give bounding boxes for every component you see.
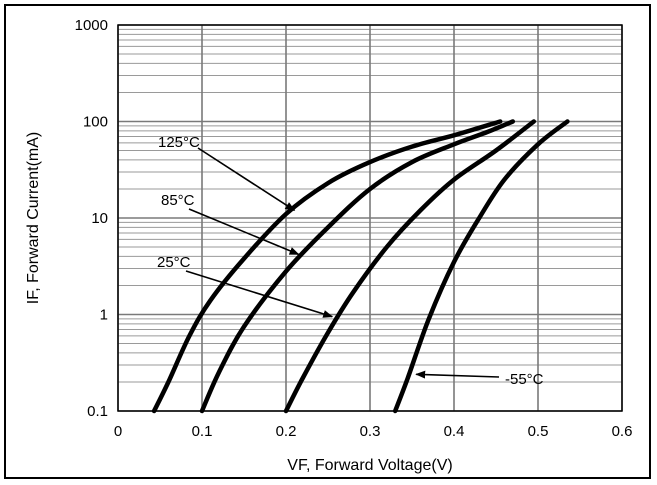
annotation-label: 25°C <box>157 254 191 271</box>
series-layer <box>151 119 570 414</box>
y-axis-ticks: 0.1 1 10 100 1000 <box>75 17 108 420</box>
plot-area-border <box>117 24 623 412</box>
annotation-arrow <box>188 208 300 256</box>
series-line-2 <box>283 119 537 414</box>
y-tick-label: 0.1 <box>87 403 108 420</box>
annotation-arrow <box>185 270 334 318</box>
annotation-label: 125°C <box>158 134 200 151</box>
y-tick-label: 1000 <box>75 17 108 34</box>
annotation-label: -55°C <box>505 371 544 388</box>
y-tick-label: 10 <box>91 210 108 227</box>
x-tick-label: 0.5 <box>528 423 549 440</box>
x-tick-label: 0.6 <box>612 423 633 440</box>
x-axis-title: VF, Forward Voltage(V) <box>287 457 452 474</box>
x-tick-label: 0.3 <box>360 423 381 440</box>
series-line-1 <box>199 119 516 414</box>
y-tick-label: 100 <box>83 114 108 131</box>
annotation-arrow <box>415 370 500 379</box>
series-line-3 <box>392 119 570 414</box>
x-tick-label: 0.4 <box>444 423 465 440</box>
x-axis-ticks: 0 0.1 0.2 0.3 0.4 0.5 0.6 <box>114 423 633 440</box>
x-tick-label: 0 <box>114 423 122 440</box>
annotation-label: 85°C <box>161 192 195 209</box>
y-axis-title: IF, Forward Current(mA) <box>25 132 42 304</box>
annotation-arrow <box>197 147 296 212</box>
chart-frame <box>4 4 651 479</box>
x-tick-label: 0.1 <box>192 423 213 440</box>
series-line-0 <box>151 119 503 414</box>
annotation-layer: 125°C 85°C 25°C -55°C <box>157 134 544 388</box>
y-tick-label: 1 <box>100 307 108 324</box>
x-tick-label: 0.2 <box>276 423 297 440</box>
